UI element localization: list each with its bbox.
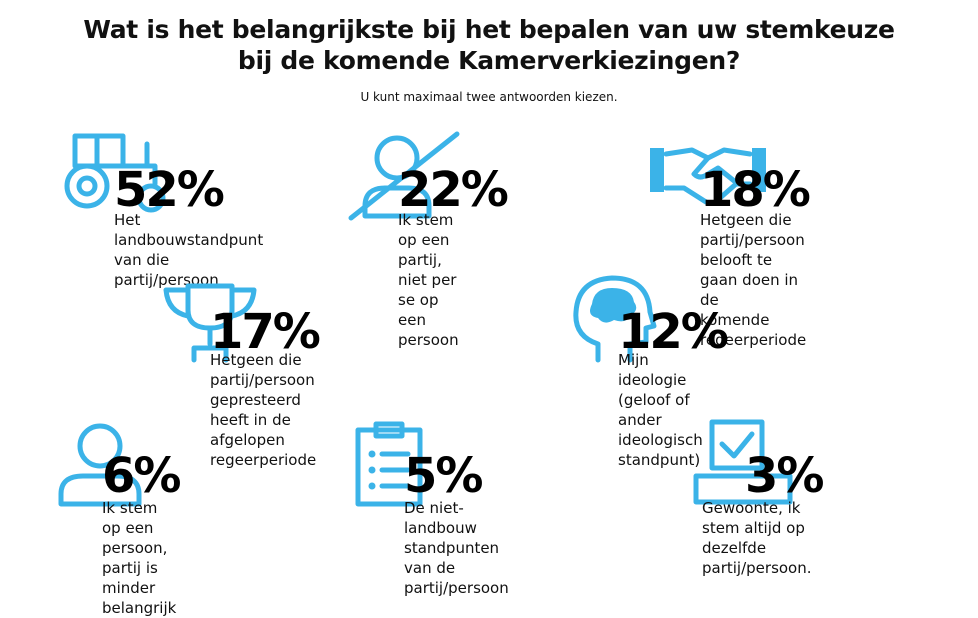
percentage-value: 5% <box>404 448 483 504</box>
handshake-icon <box>650 147 766 206</box>
percentage-value: 17% <box>210 304 321 360</box>
percentage-value: 12% <box>618 304 729 360</box>
answer-label: De niet-landbouw standpunten van de part… <box>404 499 509 597</box>
answer-label: Het landbouwstandpunt van die partij/per… <box>114 211 264 289</box>
person-crossed-icon <box>348 131 460 221</box>
answer-label: Ik stem op een partij, niet per se op ee… <box>398 211 459 349</box>
answer-label: Gewoonte, ik stem altijd op dezelfde par… <box>702 499 812 577</box>
percentage-value: 18% <box>700 162 811 218</box>
percentage-value: 52% <box>114 162 225 218</box>
title-line-2: bij de komende Kamerverkiezingen? <box>237 46 741 75</box>
trophy-icon <box>163 283 257 363</box>
percentage-value: 3% <box>745 448 824 504</box>
percentage-value: 6% <box>102 448 181 504</box>
answer-label: Hetgeen die partij/persoon belooft te ga… <box>700 211 807 349</box>
title-line-1: Wat is het belangrijkste bij het bepalen… <box>83 15 895 44</box>
clipboard-list-icon <box>355 421 423 507</box>
head-brain-icon <box>573 275 657 363</box>
percentage-value: 22% <box>398 162 509 218</box>
answer-label: Mijn ideologie (geloof of ander ideologi… <box>618 351 703 469</box>
chart-title: Wat is het belangrijkste bij het bepalen… <box>0 14 978 76</box>
chart-subtitle: U kunt maximaal twee antwoorden kiezen. <box>360 90 618 104</box>
answer-label: Hetgeen die partij/persoon gepresteerd h… <box>210 351 317 469</box>
answer-label: Ik stem op een persoon, partij is minder… <box>102 499 177 617</box>
ballot-box-icon <box>693 419 793 505</box>
tractor-icon <box>64 133 166 213</box>
person-icon <box>58 423 142 507</box>
